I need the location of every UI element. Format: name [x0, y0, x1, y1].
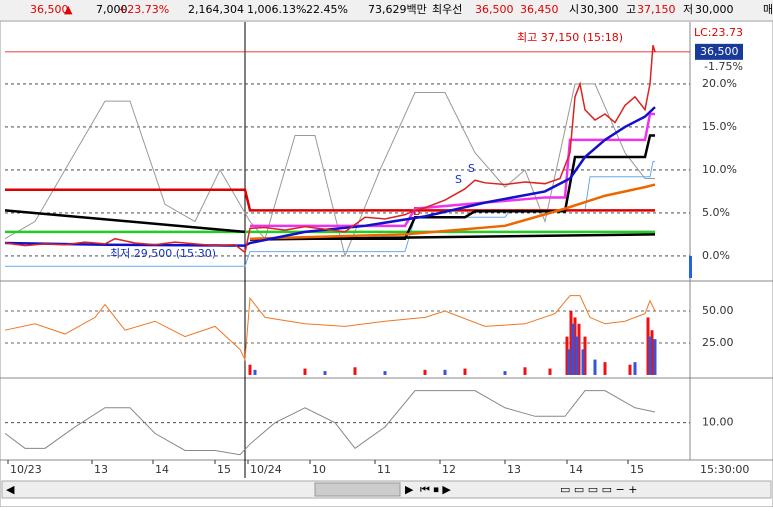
volume-bar	[443, 369, 447, 375]
scroll-marker	[689, 256, 692, 278]
scroll-left[interactable]: ◀	[6, 483, 15, 496]
quote-item: 1,006.13%	[247, 3, 306, 16]
x-tick-label: 10	[312, 463, 326, 476]
volume-bar	[383, 371, 387, 375]
volume-bar	[503, 371, 507, 375]
quote-item: 최우선	[432, 3, 462, 16]
volume-bar	[569, 311, 573, 375]
volume-bar	[573, 317, 577, 375]
volume-bar	[577, 323, 581, 375]
price-tag-label: 36,500	[700, 45, 739, 58]
quote-bar	[0, 0, 773, 20]
series-line	[4, 45, 656, 254]
series-line	[5, 160, 655, 267]
lc-label: LC:23.73	[694, 26, 743, 39]
quote-item: 7,000	[96, 3, 128, 16]
price-tag	[695, 43, 743, 60]
quote-item: 30,300	[580, 3, 619, 16]
y-tick-label: 10.00	[702, 416, 734, 429]
quote-item: 고	[626, 3, 636, 16]
signal: S	[468, 162, 475, 175]
volume-bar	[581, 349, 585, 375]
volume-bar	[303, 368, 307, 375]
scroll-right[interactable]: ▶	[405, 483, 414, 496]
x-tick-label: 15	[217, 463, 231, 476]
volume-bar	[523, 367, 527, 375]
x-tick-label: 13	[94, 463, 108, 476]
y-tick-label: 25.00	[702, 336, 734, 349]
quote-item: +23.73%	[118, 3, 169, 16]
quote-item: 36,450	[520, 3, 559, 16]
volume-bar	[628, 364, 632, 375]
series-line	[250, 134, 655, 240]
quote-item: 시	[569, 3, 579, 16]
series-line	[249, 183, 656, 240]
volume-bar	[583, 336, 587, 375]
volume-bar	[575, 336, 579, 375]
x-tick-label: 11	[377, 463, 391, 476]
volume-bar	[565, 336, 569, 375]
last-change: -1.75%	[704, 60, 743, 73]
volume-bar	[353, 367, 357, 375]
time-label: 15:30:00	[700, 463, 749, 476]
x-tick-label: 10/23	[10, 463, 42, 476]
x-tick-label: 13	[507, 463, 521, 476]
volume-bar	[650, 330, 654, 375]
y-tick-label: 15.0%	[702, 120, 737, 133]
volume-bar	[253, 369, 257, 375]
volume-bar	[323, 371, 327, 375]
volume-bar	[603, 362, 607, 375]
scroll-thumb[interactable]	[314, 482, 401, 497]
series-line	[250, 112, 655, 228]
chart-frame	[0, 20, 773, 508]
quote-item: 30,000	[695, 3, 734, 16]
series-line	[4, 390, 656, 456]
btn-first[interactable]: ⏮ ⏹ ▶	[420, 483, 451, 496]
low-note: 최저 29,500 (15:30)	[110, 247, 216, 260]
quote-item: 36,500	[475, 3, 514, 16]
y-tick-label: 20.0%	[702, 77, 737, 90]
y-tick-label: 10.0%	[702, 163, 737, 176]
quote-item: 37,150	[637, 3, 676, 16]
x-tick-label: 10/24	[250, 463, 282, 476]
signal: S	[455, 173, 462, 186]
volume-bar	[648, 336, 652, 375]
y-tick-label: 50.00	[702, 304, 734, 317]
series-line	[4, 295, 656, 362]
high-note: 최고 37,150 (15:18)	[517, 31, 623, 44]
volume-bar	[567, 349, 571, 375]
volume-bar	[653, 339, 657, 375]
volume-bar	[593, 359, 597, 375]
x-tick-label: 14	[155, 463, 169, 476]
volume-bar	[571, 323, 575, 375]
quote-item: 73,629백만	[368, 3, 427, 16]
series-line	[4, 83, 655, 258]
series-line	[4, 209, 246, 234]
volume-bar	[248, 364, 252, 375]
volume-bar	[646, 317, 650, 375]
volume-bar	[633, 362, 637, 375]
quote-item: ▲	[64, 3, 73, 16]
quote-item: 저	[683, 3, 693, 16]
y-tick-label: 0.0%	[702, 249, 730, 262]
volume-bar	[423, 369, 427, 375]
quote-item: 매	[763, 3, 773, 16]
quote-item: 22.45%	[306, 3, 348, 16]
quote-item: 36,500	[30, 3, 69, 16]
zoom-tools[interactable]: ▭ ▭ ▭ ▭ − +	[560, 483, 638, 496]
y-tick-label: 5.0%	[702, 206, 730, 219]
volume-bar	[548, 368, 552, 375]
volume-bar	[463, 368, 467, 375]
x-tick-label: 14	[569, 463, 583, 476]
scrollbar[interactable]: ◀ ▶ ⏮ ⏹ ▶ ▭ ▭ ▭ ▭ − +	[1, 480, 772, 499]
x-tick-label: 12	[442, 463, 456, 476]
quote-item: 2,164,304	[188, 3, 244, 16]
x-tick-label: 15	[630, 463, 644, 476]
